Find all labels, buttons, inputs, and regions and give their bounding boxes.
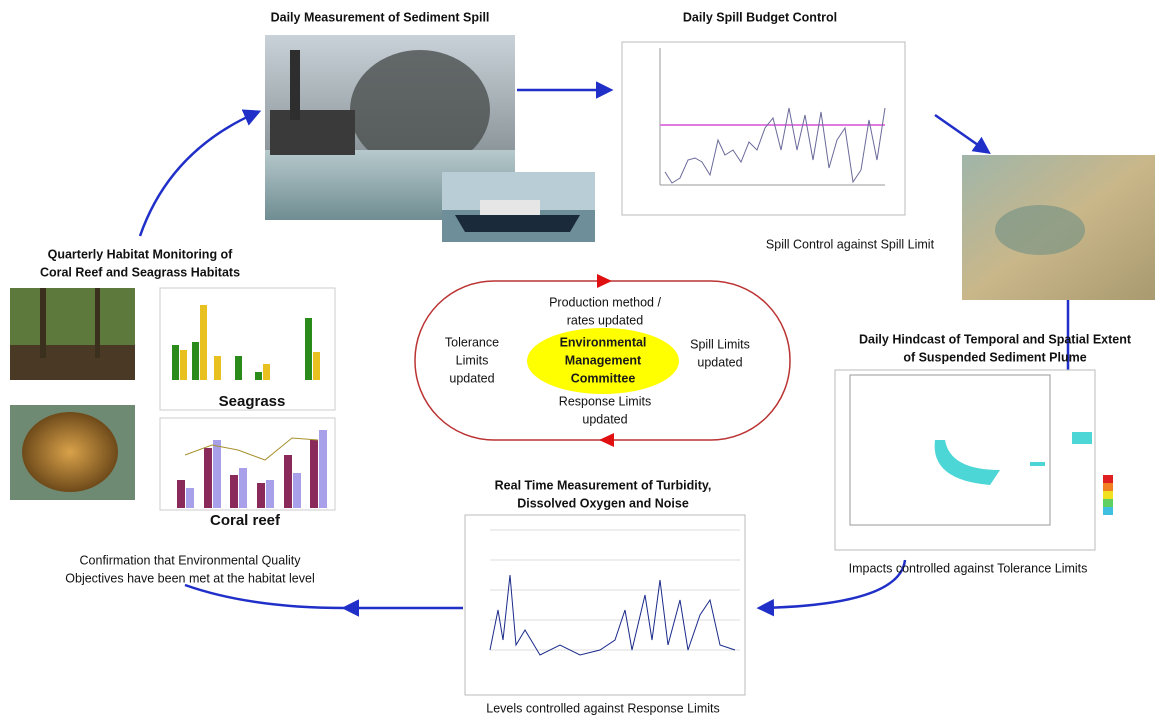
management-loop: [414, 274, 791, 447]
committee-label: Committee: [571, 371, 636, 385]
loop-label: updated: [697, 355, 742, 369]
turbidity-chart-image: [464, 514, 746, 696]
node-caption: Spill Control against Spill Limit: [766, 237, 935, 251]
node-caption: Impacts controlled against Tolerance Lim…: [849, 561, 1088, 575]
node-title: Quarterly Habitat Monitoring of: [48, 247, 234, 261]
loop-label: Tolerance: [445, 335, 499, 349]
node-title: Coral Reef and Seagrass Habitats: [40, 265, 240, 279]
node-title: of Suspended Sediment Plume: [903, 350, 1086, 364]
seagrass-chart-image: [159, 287, 336, 411]
chart-label: Coral reef: [210, 512, 281, 529]
node-title: Daily Measurement of Sediment Spill: [271, 10, 490, 24]
loop-label: rates updated: [567, 313, 643, 327]
chart-label: Seagrass: [219, 393, 286, 410]
loop-label: Response Limits: [559, 394, 651, 408]
boat-photo: [442, 172, 595, 242]
node-caption: Objectives have been met at the habitat …: [65, 571, 314, 585]
loop-label: Production method /: [549, 295, 661, 309]
coral-photo: [10, 405, 135, 500]
legend-swatches: [1103, 475, 1113, 515]
coral-chart-image: [159, 417, 336, 511]
loop-label: updated: [582, 412, 627, 426]
loop-label: Limits: [456, 353, 489, 367]
node-title: Dissolved Oxygen and Noise: [517, 496, 689, 510]
loop-label: Spill Limits: [690, 337, 750, 351]
node-title: Daily Hindcast of Temporal and Spatial E…: [859, 332, 1132, 346]
node-title: Real Time Measurement of Turbidity,: [495, 478, 712, 492]
loop-label: updated: [449, 371, 494, 385]
node-title: Daily Spill Budget Control: [683, 10, 837, 24]
underwater-photo: [962, 155, 1155, 300]
plume-chart-image: [834, 369, 1113, 551]
committee-label: Environmental: [560, 335, 647, 349]
node-caption: Levels controlled against Response Limit…: [486, 701, 719, 715]
forest-photo: [10, 288, 135, 380]
spill-chart-image: [621, 41, 906, 216]
node-caption: Confirmation that Environmental Quality: [80, 553, 302, 567]
committee-label: Management: [565, 353, 642, 367]
cycle-arrows: [138, 81, 1070, 617]
